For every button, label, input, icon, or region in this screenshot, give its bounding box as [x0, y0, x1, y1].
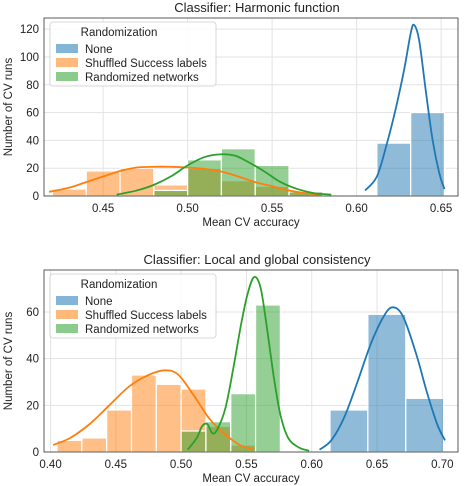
legend-swatch — [56, 310, 78, 319]
kde-curve-0 — [319, 306, 446, 451]
kde-curve-2 — [186, 276, 310, 452]
y-tick-label: 40 — [26, 135, 39, 147]
y-axis-label: Number of CV runs — [3, 58, 15, 157]
histogram-bar — [106, 409, 133, 453]
legend-box — [49, 21, 217, 87]
kde-curve-1 — [48, 165, 320, 196]
x-tick-label: 0.70 — [431, 459, 453, 471]
histogram-bar — [376, 142, 412, 197]
histogram-bar — [119, 167, 155, 197]
chart-panel-local-global-consistency: 0.40 0.45 0.50 0.55 0.60 0.65 0.70 0 20 40 60 Class… — [3, 252, 459, 485]
y-tick-label: 20 — [26, 400, 39, 412]
x-tick-label: 0.40 — [39, 459, 61, 471]
x-axis-label: Mean CV accuracy — [202, 473, 299, 485]
y-tick-label: 0 — [33, 447, 39, 459]
legend-swatch — [56, 296, 78, 305]
histogram-bar — [329, 409, 369, 453]
x-tick-label: 0.60 — [345, 203, 367, 215]
y-axis-label: Number of CV runs — [3, 312, 15, 411]
y-tick-label: 0 — [33, 191, 39, 203]
legend-entry-label: Shuffled Success labels — [85, 310, 207, 322]
legend-swatch — [56, 72, 78, 81]
histogram-bar — [130, 374, 157, 453]
histogram-bar — [153, 189, 189, 197]
legend: Randomization None Shuffled Success labels… — [49, 273, 217, 339]
x-tick-label: 0.55 — [235, 459, 257, 471]
axes-frame — [43, 269, 459, 453]
x-tick-label: 0.65 — [366, 459, 388, 471]
legend-title: Randomization — [81, 279, 158, 291]
x-tick-label: 0.45 — [105, 459, 127, 471]
histogram-bar — [410, 111, 446, 197]
histogram-bar — [187, 159, 223, 197]
histogram-bar — [254, 164, 290, 197]
legend-entry-label: Randomized networks — [85, 324, 199, 336]
x-tick-label: 0.60 — [301, 459, 323, 471]
y-tick-label: 100 — [20, 52, 39, 64]
legend-swatch — [56, 324, 78, 333]
legend-box — [49, 273, 217, 339]
y-tick-label: 80 — [26, 80, 39, 92]
y-tick-label: 60 — [26, 108, 39, 120]
y-tick-label: 20 — [26, 163, 39, 175]
legend-swatch — [56, 58, 78, 67]
y-tick-label: 40 — [26, 354, 39, 366]
histogram-bar — [254, 304, 281, 453]
y-tick-label: 120 — [20, 24, 39, 36]
x-tick-label: 0.65 — [430, 203, 452, 215]
axes-frame — [43, 17, 459, 197]
legend-title: Randomization — [81, 27, 158, 39]
x-tick-label: 0.50 — [170, 459, 192, 471]
x-tick-label: 0.45 — [92, 203, 114, 215]
chart-title: Classifier: Local and global consistency — [144, 252, 371, 267]
histogram-bar — [155, 383, 182, 453]
chart-panel-harmonic-function: 0.45 0.50 0.55 0.60 0.65 0 20 40 60 80 100 120 Class… — [3, 0, 459, 229]
x-axis-label: Mean CV accuracy — [202, 217, 299, 229]
x-tick-label: 0.50 — [176, 203, 198, 215]
legend: Randomization None Shuffled Success labels… — [49, 21, 217, 87]
kde-curve-2 — [116, 153, 332, 196]
kde-curve-1 — [52, 369, 254, 451]
legend-swatch — [56, 44, 78, 53]
histogram-bar — [85, 170, 121, 197]
chart-title: Classifier: Harmonic function — [174, 0, 339, 15]
histogram-bar — [81, 437, 108, 453]
histogram-bar — [230, 393, 257, 453]
y-tick-label: 60 — [26, 307, 39, 319]
legend-entry-label: None — [85, 296, 113, 308]
x-tick-label: 0.55 — [261, 203, 283, 215]
legend-entry-label: None — [85, 44, 113, 56]
legend-entry-label: Shuffled Success labels — [85, 58, 207, 70]
legend-entry-label: Randomized networks — [85, 72, 199, 84]
kde-curve-0 — [364, 23, 446, 192]
